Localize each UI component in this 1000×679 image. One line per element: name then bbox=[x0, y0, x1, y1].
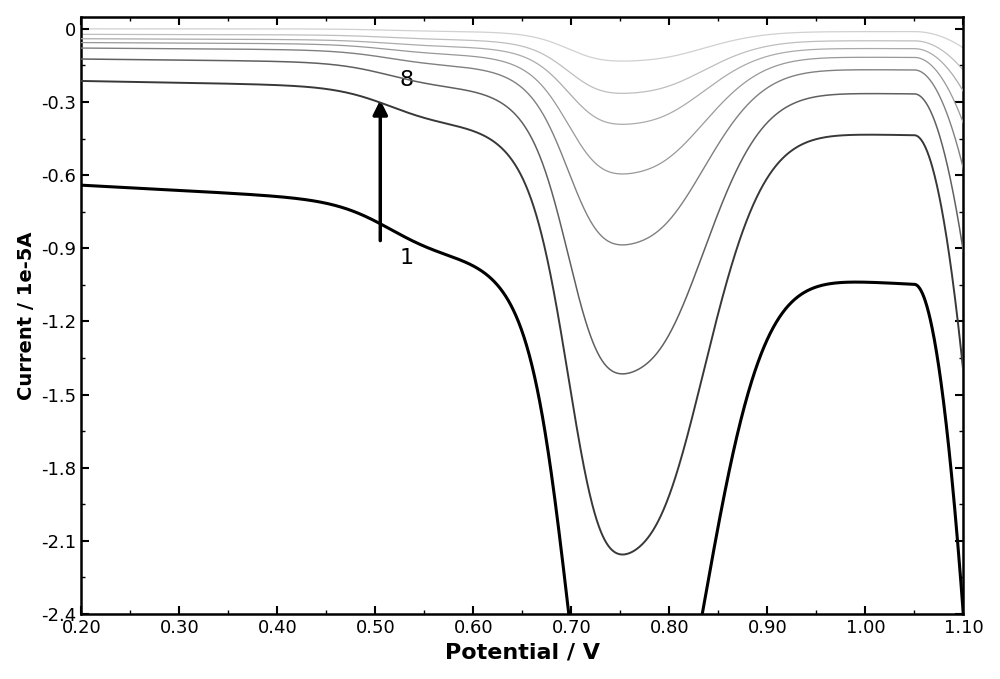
Text: 8: 8 bbox=[400, 70, 414, 90]
X-axis label: Potential / V: Potential / V bbox=[445, 642, 600, 662]
Text: 1: 1 bbox=[400, 249, 414, 268]
Y-axis label: Current / 1e-5A: Current / 1e-5A bbox=[17, 231, 36, 399]
